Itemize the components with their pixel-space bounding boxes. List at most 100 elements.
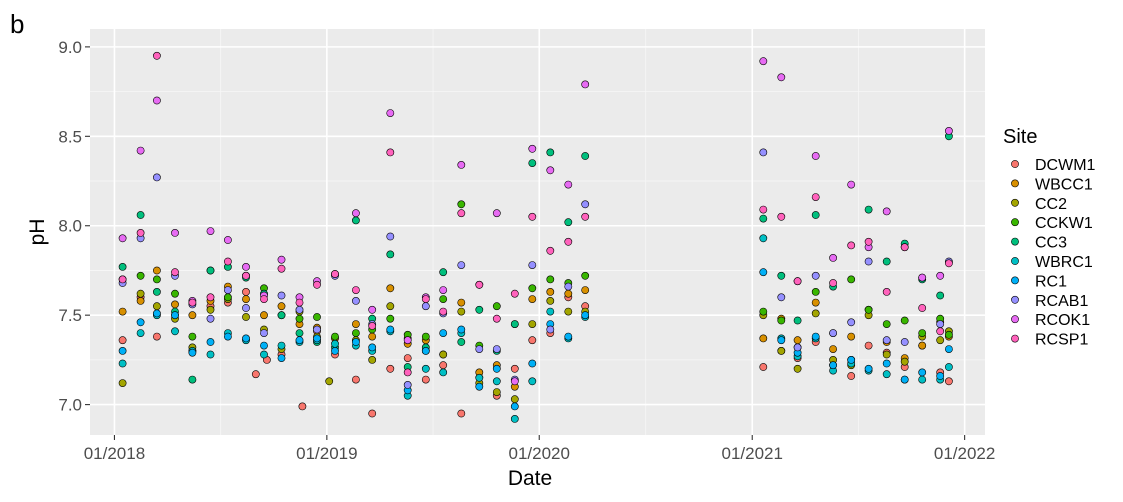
point-dcwm1	[528, 336, 537, 345]
point-rcsp1	[882, 287, 891, 296]
point-cc2	[242, 313, 250, 321]
point-rcsp1	[351, 286, 360, 294]
legend-key-rcok1	[1011, 315, 1019, 324]
point-rc1	[918, 368, 927, 377]
point-dcwm1	[457, 409, 466, 418]
point-wbrc1	[546, 307, 555, 316]
legend-key-rcsp1	[1011, 334, 1019, 343]
point-cc3	[152, 287, 161, 296]
y-tick-label: 7.0	[58, 396, 82, 415]
point-cckw1	[313, 313, 321, 321]
point-rcab1	[528, 261, 537, 269]
point-wbrc1	[331, 339, 339, 348]
point-cckw1	[351, 329, 360, 337]
point-rcsp1	[295, 298, 304, 307]
point-rcab1	[223, 286, 232, 294]
point-rcok1	[936, 271, 945, 280]
point-rcsp1	[793, 277, 802, 286]
point-wbrc1	[136, 329, 145, 337]
point-wbrc1	[260, 350, 268, 359]
point-wbrc1	[882, 370, 891, 379]
point-rcok1	[403, 336, 412, 345]
point-cc2	[386, 302, 395, 311]
point-dcwm1	[298, 402, 307, 411]
point-wbcc1	[564, 289, 573, 298]
point-rcsp1	[242, 271, 250, 280]
point-rcok1	[439, 286, 448, 294]
point-cc2	[136, 289, 145, 298]
point-cc3	[206, 266, 215, 275]
point-rcok1	[136, 146, 145, 155]
point-wbcc1	[386, 284, 395, 293]
point-rc1	[188, 348, 197, 357]
point-rcok1	[546, 166, 555, 175]
point-dcwm1	[510, 364, 519, 373]
point-rcsp1	[368, 321, 377, 330]
legend-title: Site	[1003, 126, 1037, 148]
point-wbrc1	[510, 414, 519, 423]
point-cckw1	[421, 332, 430, 341]
point-cc2	[439, 350, 448, 359]
point-rc1	[759, 268, 768, 277]
legend-label-rcok1: RCOK1	[1035, 312, 1090, 329]
y-tick-label: 8.5	[58, 127, 82, 146]
point-rc1	[439, 329, 448, 337]
point-wbcc1	[171, 300, 179, 309]
point-rcsp1	[439, 307, 448, 316]
legend-label-rcsp1: RCSP1	[1035, 332, 1088, 349]
point-rcok1	[368, 305, 377, 314]
point-cc2	[206, 305, 215, 314]
point-rc1	[900, 375, 909, 384]
point-rc1	[368, 343, 377, 352]
point-rcab1	[492, 345, 501, 353]
legend-key-wbcc1	[1011, 179, 1019, 188]
point-rc1	[295, 336, 304, 345]
point-rcab1	[882, 336, 891, 345]
point-rcok1	[528, 144, 537, 153]
point-rcok1	[811, 152, 820, 160]
point-wbcc1	[546, 287, 555, 296]
point-wbrc1	[475, 373, 484, 382]
point-rcab1	[403, 380, 412, 389]
x-tick-label: 01/2020	[509, 444, 570, 463]
point-rcsp1	[581, 212, 590, 221]
point-rc1	[421, 346, 430, 355]
point-dcwm1	[118, 336, 127, 345]
point-wbrc1	[421, 364, 430, 373]
legend-label-wbrc1: WBRC1	[1035, 254, 1093, 271]
x-tick-label: 01/2018	[84, 444, 145, 463]
point-cc3	[136, 211, 145, 219]
point-cckw1	[900, 316, 909, 325]
point-dcwm1	[152, 332, 161, 341]
point-cckw1	[811, 287, 820, 296]
point-cckw1	[759, 307, 768, 316]
point-wbrc1	[945, 363, 953, 371]
point-cc3	[777, 271, 786, 280]
point-rc1	[528, 359, 537, 368]
point-rc1	[313, 334, 321, 343]
point-cc2	[368, 355, 377, 364]
point-dcwm1	[864, 341, 873, 350]
point-wbcc1	[829, 345, 837, 353]
point-rcok1	[882, 207, 891, 216]
point-cc3	[864, 205, 873, 214]
point-rcsp1	[118, 275, 127, 284]
point-rcab1	[421, 302, 430, 311]
point-rcok1	[847, 180, 856, 189]
y-tick-label: 7.5	[58, 306, 82, 325]
point-cckw1	[882, 320, 891, 328]
point-wbrc1	[118, 359, 127, 368]
point-rcok1	[581, 80, 590, 89]
point-cc3	[546, 148, 555, 157]
point-rcsp1	[528, 212, 537, 221]
point-rcok1	[206, 227, 215, 235]
point-cc3	[351, 216, 360, 225]
point-rcab1	[936, 320, 945, 328]
legend-label-cckw1: CCKW1	[1035, 215, 1093, 232]
point-cc2	[492, 388, 501, 396]
point-rcab1	[313, 325, 321, 334]
point-wbcc1	[847, 332, 856, 341]
point-rcok1	[492, 209, 501, 218]
point-cc2	[510, 395, 519, 404]
point-wbcc1	[793, 336, 802, 345]
